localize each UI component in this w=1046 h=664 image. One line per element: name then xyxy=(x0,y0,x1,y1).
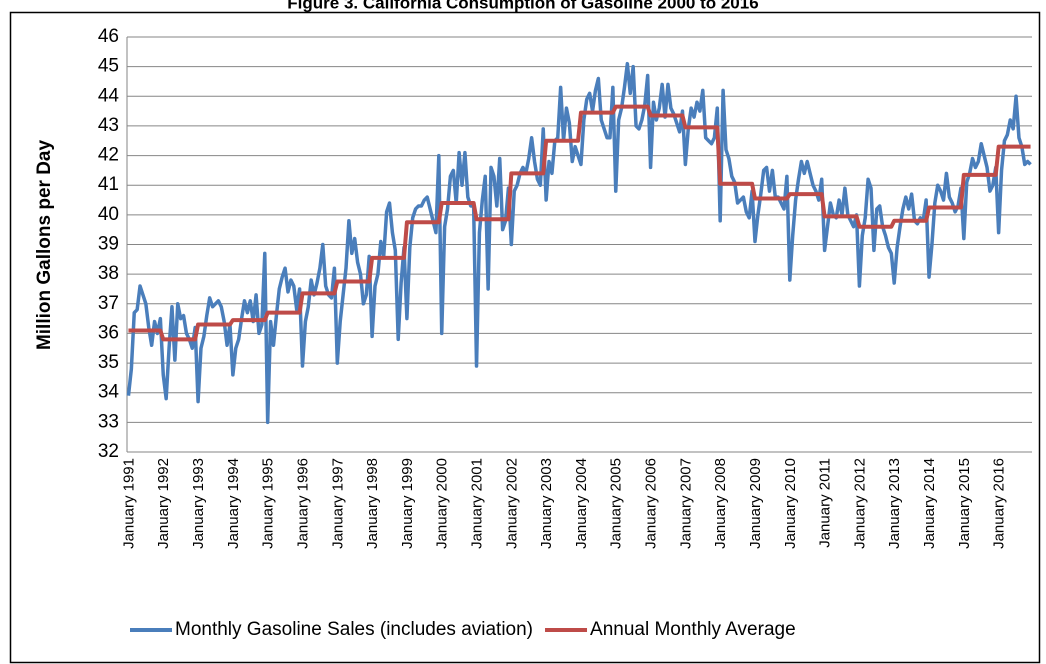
series-line xyxy=(126,61,1032,425)
x-tick-label: January 2002 xyxy=(503,458,520,549)
x-tick-label: January 2004 xyxy=(573,458,590,549)
x-tick-label: January 1993 xyxy=(190,458,207,549)
x-tick-label: January 2007 xyxy=(677,458,694,549)
y-tick-label: 43 xyxy=(98,115,119,136)
x-tick-label: January 1991 xyxy=(120,458,137,549)
x-tick-label: January 2012 xyxy=(851,458,868,549)
x-tick-label: January 1996 xyxy=(294,458,311,549)
y-tick-label: 36 xyxy=(98,322,119,343)
x-tick-label: January 2011 xyxy=(817,458,834,548)
x-tick-label: January 1994 xyxy=(225,458,242,549)
legend-label: Annual Monthly Average xyxy=(590,619,796,640)
y-tick-label: 37 xyxy=(98,293,119,314)
x-tick-label: January 1995 xyxy=(260,458,277,549)
x-tick-label: January 2013 xyxy=(886,458,903,549)
x-tick-label: January 1998 xyxy=(364,458,381,549)
chart-title: Figure 3. California Consumption of Gaso… xyxy=(287,0,758,12)
y-tick-label: 40 xyxy=(98,204,119,225)
y-axis-title: Million Gallons per Day xyxy=(34,140,55,351)
legend-label: Monthly Gasoline Sales (includes aviatio… xyxy=(175,619,533,640)
x-tick-label: January 2014 xyxy=(921,458,938,549)
x-tick-label: January 2000 xyxy=(434,458,451,549)
series-line xyxy=(128,104,1031,342)
y-tick-label: 44 xyxy=(98,85,120,106)
y-tick-label: 46 xyxy=(98,26,119,47)
x-tick-label: January 1999 xyxy=(399,458,416,549)
y-tick-label: 33 xyxy=(98,411,119,432)
y-tick-label: 38 xyxy=(98,263,119,284)
x-tick-label: January 2005 xyxy=(608,458,625,549)
x-tick-label: January 2015 xyxy=(956,458,973,549)
x-tick-label: January 2003 xyxy=(538,458,555,549)
x-tick-label: January 2001 xyxy=(468,458,485,549)
x-tick-label: January 2009 xyxy=(747,458,764,549)
y-tick-label: 34 xyxy=(98,382,120,403)
x-tick-label: January 1997 xyxy=(329,458,346,549)
y-tick-label: 42 xyxy=(98,145,119,166)
x-tick-label: January 1992 xyxy=(155,458,172,549)
y-tick-label: 32 xyxy=(98,441,119,462)
y-tick-label: 35 xyxy=(98,352,119,373)
x-tick-label: January 2010 xyxy=(782,458,799,549)
y-tick-label: 45 xyxy=(98,56,119,77)
y-tick-label: 41 xyxy=(98,174,119,195)
y-tick-label: 39 xyxy=(98,234,119,255)
x-tick-label: January 2016 xyxy=(991,458,1008,549)
x-tick-label: January 2008 xyxy=(712,458,729,549)
x-tick-label: January 2006 xyxy=(643,458,660,549)
